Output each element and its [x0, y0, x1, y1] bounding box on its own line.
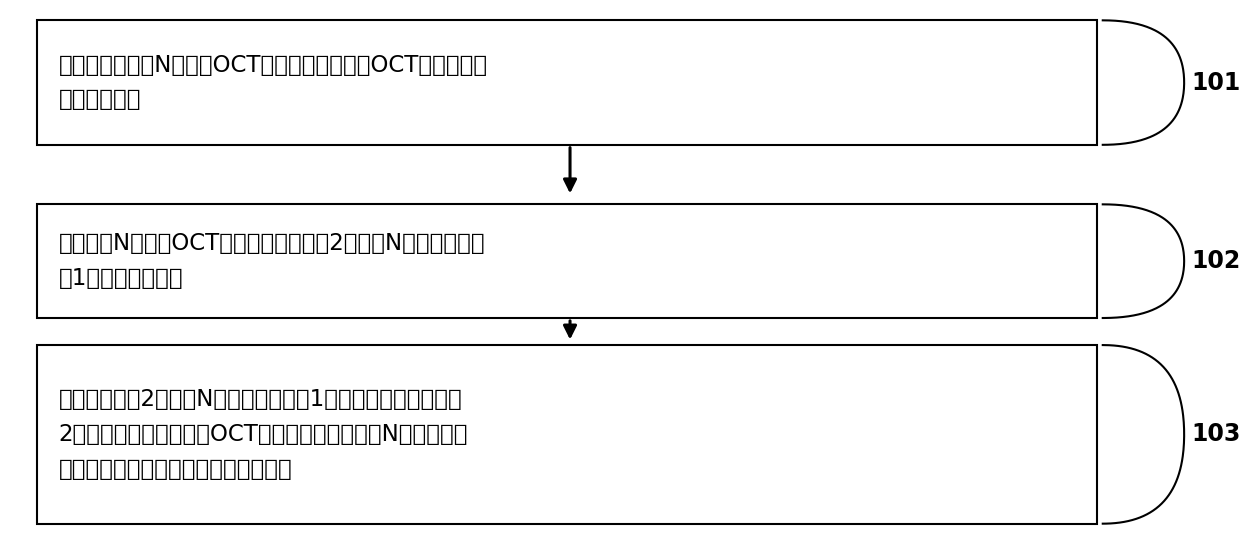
- Text: 基于得到的第2张至第N张图夷相对于第1张图夷的偏移量，采用
2个特征提取分支的眼底OCT图夷融合网络，融合N张图夷中各
自清晰的部分，得到清晰的融合结果图: 基于得到的第2张至第N张图夷相对于第1张图夷的偏移量，采用 2个特征提取分支的眼…: [58, 388, 468, 480]
- Text: 102: 102: [1192, 249, 1239, 273]
- FancyBboxPatch shape: [37, 205, 1097, 318]
- FancyBboxPatch shape: [37, 20, 1097, 145]
- Text: 获取连续拍摄的N张眼底OCT图夷序列，其中，OCT表示光相干
断层扫描成像: 获取连续拍摄的N张眼底OCT图夷序列，其中，OCT表示光相干 断层扫描成像: [58, 54, 488, 112]
- Text: 101: 101: [1192, 71, 1239, 95]
- Text: 配准所述N张眼底OCT图夷序列，得到第2张至第N张图夷相对于
第1张图夷的偏移量: 配准所述N张眼底OCT图夷序列，得到第2张至第N张图夷相对于 第1张图夷的偏移量: [58, 232, 486, 290]
- Text: 103: 103: [1192, 422, 1239, 447]
- FancyBboxPatch shape: [37, 345, 1097, 524]
